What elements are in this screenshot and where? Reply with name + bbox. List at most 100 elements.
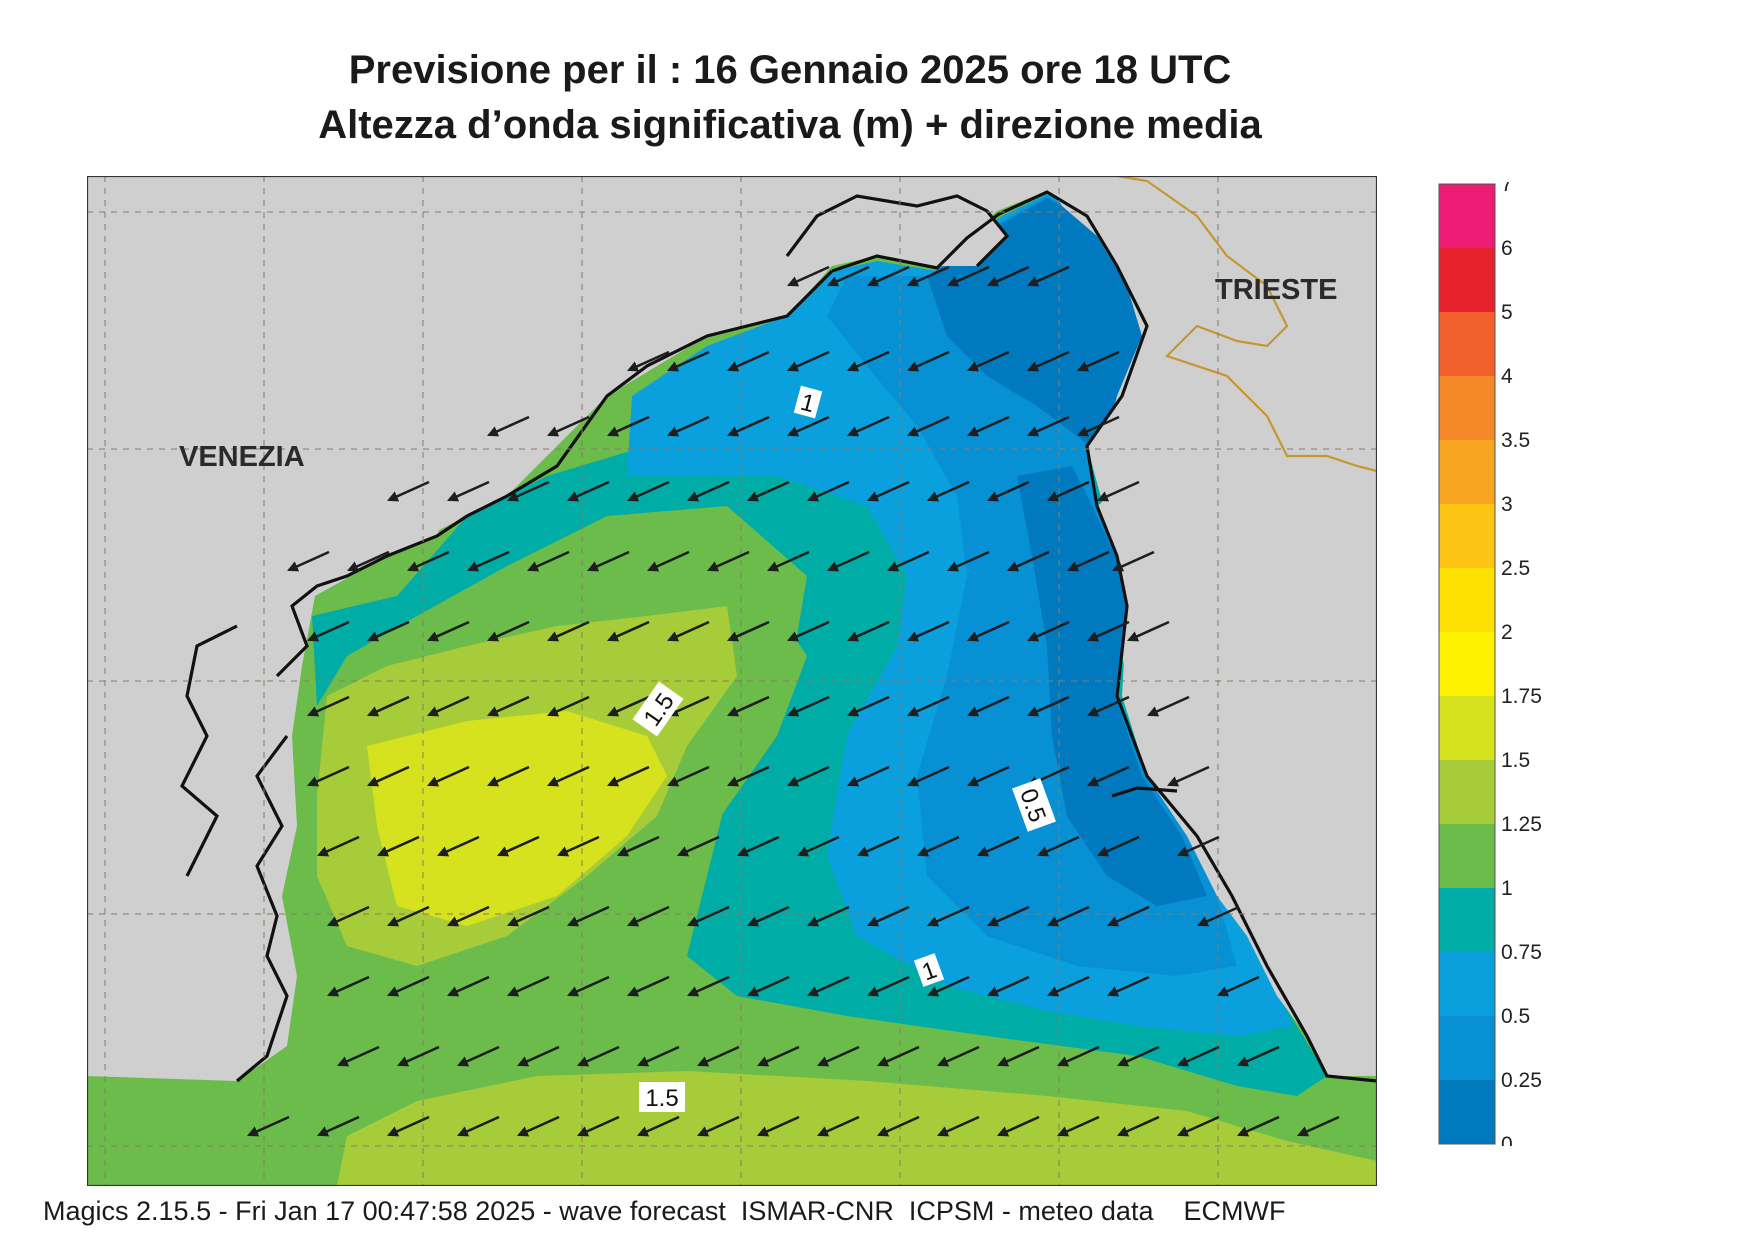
- wave-arrow: [667, 695, 710, 717]
- wave-arrow: [907, 620, 950, 642]
- wave-arrow: [487, 415, 530, 437]
- contour-label-1.5-west: 1.5: [632, 681, 684, 737]
- wave-arrow: [727, 350, 770, 372]
- wave-arrow: [857, 835, 900, 857]
- wave-arrow: [387, 1115, 430, 1137]
- legend-swatch: [1439, 1080, 1495, 1145]
- wave-arrow: [347, 550, 390, 572]
- wave-arrow: [817, 1115, 860, 1137]
- wave-arrow: [727, 620, 770, 642]
- wave-arrow: [847, 765, 890, 787]
- wave-arrow: [1237, 1045, 1280, 1067]
- wave-arrow: [757, 1045, 800, 1067]
- wave-arrow: [307, 695, 350, 717]
- contour-label-1.5-south: 1.5: [639, 1082, 685, 1112]
- wave-arrow: [967, 620, 1010, 642]
- wave-arrow: [1147, 695, 1190, 717]
- legend-label: 0.5: [1501, 1005, 1530, 1028]
- legend-label: 1.75: [1501, 685, 1542, 708]
- contour-label-1-north: 1: [793, 385, 823, 419]
- wave-arrow: [1077, 415, 1120, 437]
- legend-swatch: [1439, 888, 1495, 953]
- wave-arrow: [917, 835, 960, 857]
- wave-arrow: [847, 620, 890, 642]
- legend-label: 7: [1501, 182, 1513, 196]
- wave-arrow: [947, 550, 990, 572]
- wave-arrow: [887, 550, 930, 572]
- legend-label: 4: [1501, 365, 1513, 388]
- wave-arrow: [387, 905, 430, 927]
- wave-arrow: [707, 550, 750, 572]
- band-0.25-0.5: [927, 198, 1207, 906]
- wave-arrow: [787, 415, 830, 437]
- legend-label: 6: [1501, 237, 1513, 260]
- wave-arrow: [487, 765, 530, 787]
- legend-swatch: [1439, 568, 1495, 633]
- wave-arrow: [697, 1115, 740, 1137]
- legend-label: 3.5: [1501, 429, 1530, 452]
- wave-arrow: [1177, 835, 1220, 857]
- wave-arrow: [747, 905, 790, 927]
- legend-swatch: [1439, 760, 1495, 825]
- wave-arrow: [667, 765, 710, 787]
- contour-label-0.5: 0.5: [1012, 778, 1056, 832]
- wave-arrow: [1097, 835, 1140, 857]
- legend-swatch: [1439, 248, 1495, 313]
- legend-label: 3: [1501, 493, 1513, 516]
- wave-arrow: [1057, 1115, 1100, 1137]
- wave-arrow: [427, 695, 470, 717]
- wave-arrow: [447, 905, 490, 927]
- wave-arrow: [1177, 1115, 1220, 1137]
- wave-arrow: [907, 350, 950, 372]
- wave-arrow: [797, 835, 840, 857]
- wave-arrow: [1027, 695, 1070, 717]
- wave-arrow: [1037, 835, 1080, 857]
- wave-arrow: [1177, 1045, 1220, 1067]
- wave-arrow: [627, 905, 670, 927]
- wave-arrow: [967, 695, 1010, 717]
- wave-arrow: [907, 265, 950, 287]
- wave-arrow: [547, 695, 590, 717]
- wave-arrow: [1117, 1115, 1160, 1137]
- wave-arrow: [1077, 350, 1120, 372]
- wave-arrow: [507, 905, 550, 927]
- wave-arrow: [637, 1115, 680, 1137]
- wave-arrow: [327, 905, 370, 927]
- wave-arrow: [687, 975, 730, 997]
- wave-arrow: [1057, 1045, 1100, 1067]
- wave-arrow: [687, 905, 730, 927]
- wave-arrow: [1067, 550, 1110, 572]
- wave-arrow: [467, 550, 510, 572]
- wave-arrow: [787, 765, 830, 787]
- wave-arrow: [1087, 620, 1130, 642]
- wave-arrow: [747, 975, 790, 997]
- wave-arrow: [967, 350, 1010, 372]
- wave-arrow: [577, 1115, 620, 1137]
- wave-arrow: [577, 1045, 620, 1067]
- wave-arrow: [1117, 1045, 1160, 1067]
- wave-arrow: [627, 975, 670, 997]
- wave-arrow: [1097, 480, 1140, 502]
- wave-arrow: [667, 620, 710, 642]
- legend-swatch: [1439, 1016, 1495, 1081]
- wave-arrow: [937, 1045, 980, 1067]
- wave-height-map: 1 1.5 0.5 1 1.5 VENEZIA TRIESTE: [87, 176, 1377, 1186]
- wave-arrow: [547, 765, 590, 787]
- wave-arrow: [287, 550, 330, 572]
- wave-arrow: [337, 1045, 380, 1067]
- wave-arrow: [317, 1115, 360, 1137]
- wave-arrow: [787, 620, 830, 642]
- wave-arrow: [987, 975, 1030, 997]
- legend-label: 2.5: [1501, 557, 1530, 580]
- color-legend: 7 6 5 4 3.5 3 2.5 2 1.75 1.5 1.25 1 0.75 0.5 0.25 0: [1438, 182, 1542, 1146]
- graticule: [87, 176, 1377, 1186]
- wave-arrow: [667, 415, 710, 437]
- wave-arrow: [1047, 975, 1090, 997]
- wave-arrow: [397, 1045, 440, 1067]
- wave-arrow: [677, 835, 720, 857]
- wave-arrow: [527, 550, 570, 572]
- wave-arrow: [407, 550, 450, 572]
- wave-arrow: [787, 265, 830, 287]
- wave-arrow: [727, 415, 770, 437]
- wave-arrow: [317, 835, 360, 857]
